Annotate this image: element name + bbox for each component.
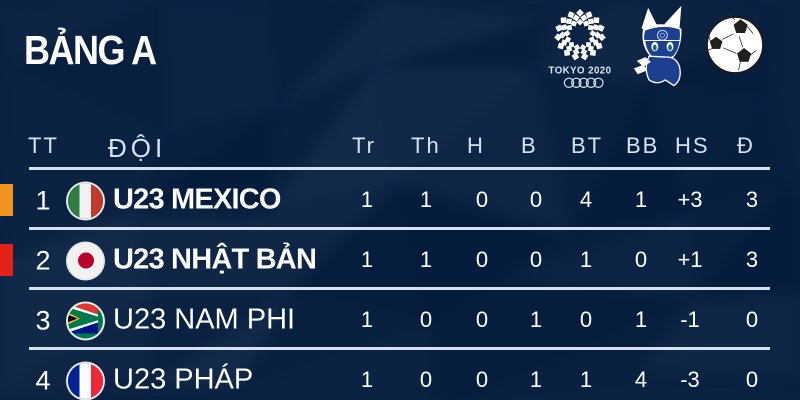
svg-text:TOKYO 2020: TOKYO 2020 (549, 66, 612, 77)
